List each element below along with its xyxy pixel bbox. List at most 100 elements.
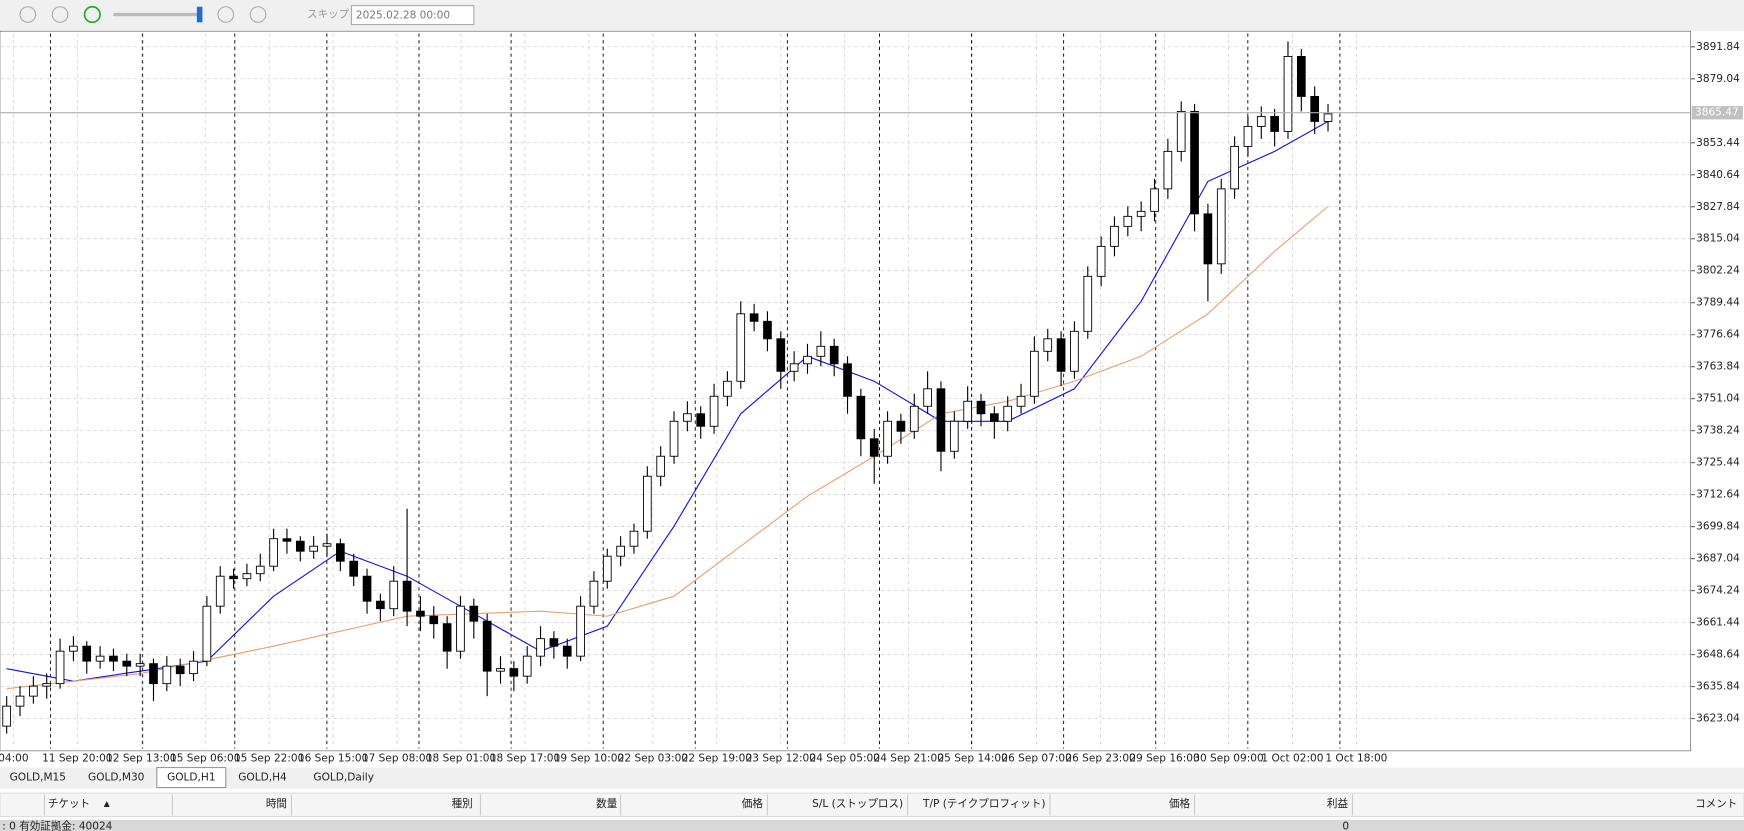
candle-body [576,605,585,657]
candle-body [803,355,812,365]
tab[interactable]: GOLD,Daily [313,772,374,784]
candle-body [1176,110,1186,152]
tab[interactable]: GOLD,H4 [238,772,287,784]
candle-body [469,605,479,622]
candle-body [923,388,932,407]
candle-body [1056,338,1066,372]
status-text: : 0 有効証拠金: 40024 [2,819,112,831]
pause-button[interactable] [19,6,37,23]
candle-body [215,575,225,607]
candle-body [389,580,399,610]
date-input[interactable] [350,5,475,26]
skip-button[interactable]: スキップ [307,9,350,21]
candle-body [1083,275,1093,332]
candle-body [1163,150,1173,190]
candle-body [723,380,732,397]
y-tick-label: 3725.44 [1696,457,1740,469]
candle-body [442,623,452,652]
candle-body [336,543,345,562]
x-tick-label: 15 Sep 22:00 [234,753,305,765]
y-tick-label: 3802.24 [1696,265,1740,277]
candle-body [949,420,959,452]
candle-body [1190,110,1199,215]
column-header[interactable]: 利益 [1327,797,1349,810]
candle-body [749,313,759,322]
candle-body [976,400,986,415]
candle-body [1110,225,1119,247]
end-button[interactable] [249,6,267,23]
x-tick-label: 1 Oct 02:00 [1261,753,1323,765]
candle-body [1243,125,1253,147]
x-tick-label: 16 Sep 15:00 [298,753,369,765]
candle-body [376,600,385,610]
candle-body [776,338,786,372]
speed-thumb[interactable] [196,6,203,23]
tab[interactable]: GOLD,M15 [10,772,66,784]
candle-body [282,538,292,542]
y-tick-label: 3776.64 [1696,329,1740,341]
candle-body [829,345,839,365]
stop-button[interactable] [51,6,69,23]
moving-average [6,120,1329,682]
y-tick-label: 3840.64 [1696,169,1740,181]
candle-body [309,545,318,552]
candle-body [1256,115,1266,127]
candle-body [696,413,706,427]
candle-body [362,575,372,602]
sort-icon: ▲ [104,799,110,808]
column-header[interactable]: 時間 [266,798,287,810]
x-tick-label: 26 Sep 23:00 [1065,753,1136,765]
candle-body [629,530,639,547]
candle-body [162,665,172,685]
candle-body [656,455,666,477]
date-value: 2025.02.28 00:00 [356,10,450,22]
column-header[interactable]: 数量 [596,797,618,810]
candle-body [536,638,545,657]
x-tick-label: 30 Sep 09:00 [1193,753,1264,765]
candle-body [202,605,212,662]
y-tick-label: 3648.64 [1696,649,1740,661]
candle-body [122,660,132,667]
column-header[interactable]: 価格 [742,797,764,810]
candle-body [42,683,52,687]
candle-body [1016,395,1026,407]
candle-body [1030,350,1039,397]
x-tick-label: 24 Sep 21:00 [874,753,945,765]
candle-body [883,420,892,457]
forward-button[interactable] [217,6,235,23]
candle-body [709,395,719,427]
column-header[interactable]: S/L (ストップロス) [812,798,903,810]
candle-body [456,605,465,652]
column-header[interactable]: 価格 [1169,797,1191,810]
candle-body [29,685,38,697]
candle-body [149,663,158,685]
y-tick-label: 3674.24 [1696,585,1740,597]
tab-active[interactable] [156,766,227,789]
rewind-button[interactable] [83,5,101,24]
candle-body [55,650,65,685]
column-header[interactable]: チケット [48,798,90,810]
toolbar [0,0,1744,32]
tab[interactable]: GOLD,H1 [167,772,215,784]
candle-body [416,610,425,617]
candle-body [1296,55,1306,97]
candle-body [1203,213,1213,265]
y-tick-label: 3815.04 [1696,233,1740,245]
candle-body [1070,330,1079,372]
candle-body [2,705,12,727]
column-header[interactable]: コメント [1695,798,1737,810]
x-tick-label: 18 Sep 17:00 [490,753,561,765]
candle-body [269,538,278,567]
tab[interactable]: GOLD,M30 [88,772,145,784]
column-header[interactable]: T/P (テイクプロフィット) [922,798,1045,810]
candle-body [896,420,906,432]
candle-body [496,668,505,672]
candle-body [95,655,105,662]
y-tick-label: 3687.04 [1696,553,1740,565]
candle-body [402,580,412,612]
column-header[interactable]: 種別 [452,797,473,810]
candle-body [1096,245,1106,277]
moving-average [6,205,1329,690]
